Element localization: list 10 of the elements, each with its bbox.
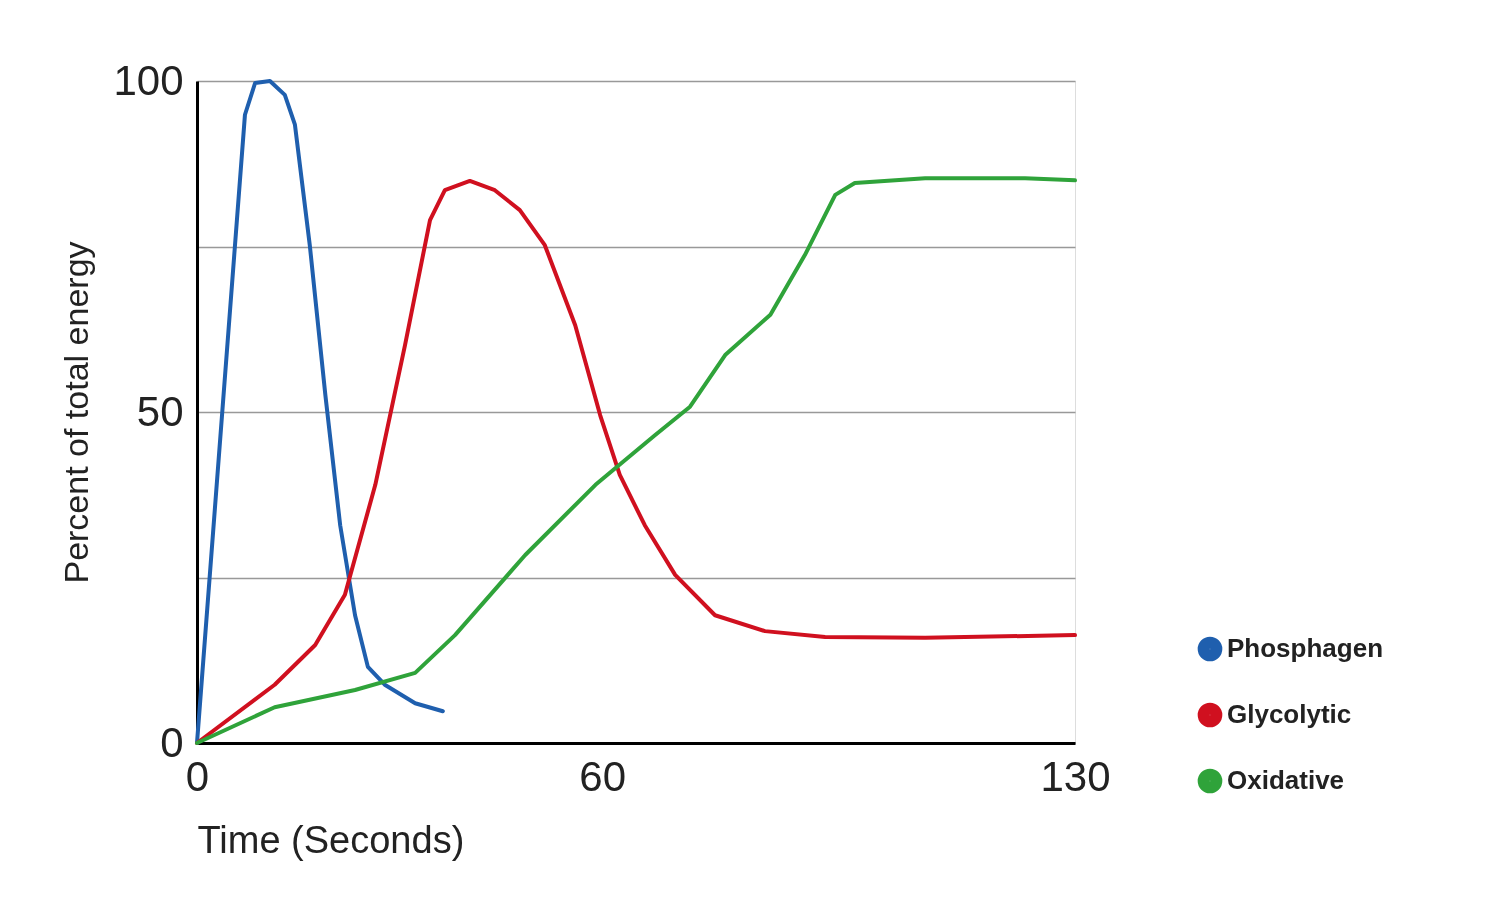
y-tick-label: 50 [136, 387, 184, 435]
y-tick-label: 100 [113, 56, 184, 104]
x-axis-title: Time (Seconds) [197, 818, 465, 861]
y-tick-label: 0 [160, 718, 184, 766]
legend-label: Phosphagen [1227, 633, 1384, 663]
legend-label: Oxidative [1227, 765, 1345, 795]
legend-label: Glycolytic [1227, 699, 1352, 729]
x-tick-label: 60 [579, 752, 627, 800]
y-axis-title: Percent of total energy [57, 241, 96, 584]
x-tick-label: 130 [1040, 752, 1111, 800]
